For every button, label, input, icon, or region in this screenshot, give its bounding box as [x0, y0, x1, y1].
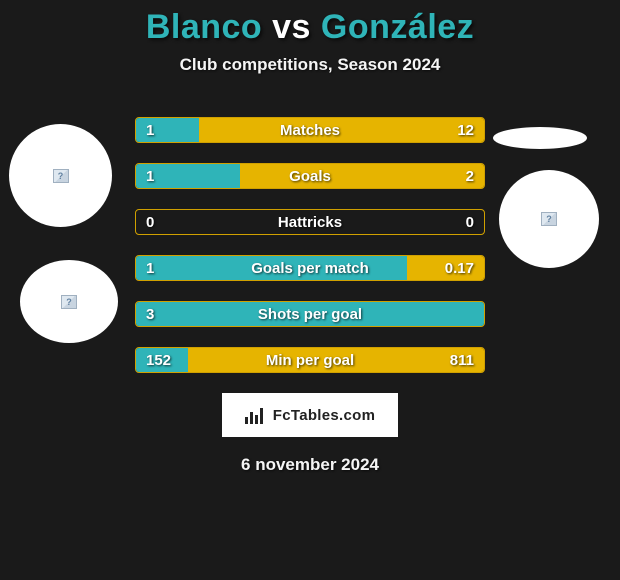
placeholder-image-icon: [61, 295, 77, 309]
snapshot-date: 6 november 2024: [0, 455, 620, 475]
placeholder-image-icon: [53, 169, 69, 183]
stat-row: 10.17Goals per match: [135, 255, 485, 281]
stat-label: Hattricks: [136, 210, 484, 234]
stats-container: 112Matches 12Goals 00Hattricks 10.17Goals p…: [135, 117, 485, 373]
stat-label: Min per goal: [136, 348, 484, 372]
stat-row: 12Goals: [135, 163, 485, 189]
player-avatar: [499, 170, 599, 268]
player-avatar: [20, 260, 118, 343]
stat-label: Matches: [136, 118, 484, 142]
comparison-title: Blanco vs González: [0, 0, 620, 47]
fctables-logo: FcTables.com: [222, 393, 398, 437]
logo-bars-icon: [245, 406, 267, 424]
logo-text: FcTables.com: [273, 407, 376, 424]
stat-row: 152811Min per goal: [135, 347, 485, 373]
player2-name: González: [321, 8, 474, 46]
stat-row: 00Hattricks: [135, 209, 485, 235]
stat-label: Goals: [136, 164, 484, 188]
player1-name: Blanco: [146, 8, 262, 46]
stat-label: Goals per match: [136, 256, 484, 280]
player-avatar: [493, 127, 587, 149]
stat-label: Shots per goal: [136, 302, 484, 326]
stat-row: 112Matches: [135, 117, 485, 143]
title-vs: vs: [272, 8, 311, 46]
placeholder-image-icon: [541, 212, 557, 226]
stat-row: 3Shots per goal: [135, 301, 485, 327]
player-avatar: [9, 124, 112, 227]
competition-subtitle: Club competitions, Season 2024: [0, 55, 620, 75]
